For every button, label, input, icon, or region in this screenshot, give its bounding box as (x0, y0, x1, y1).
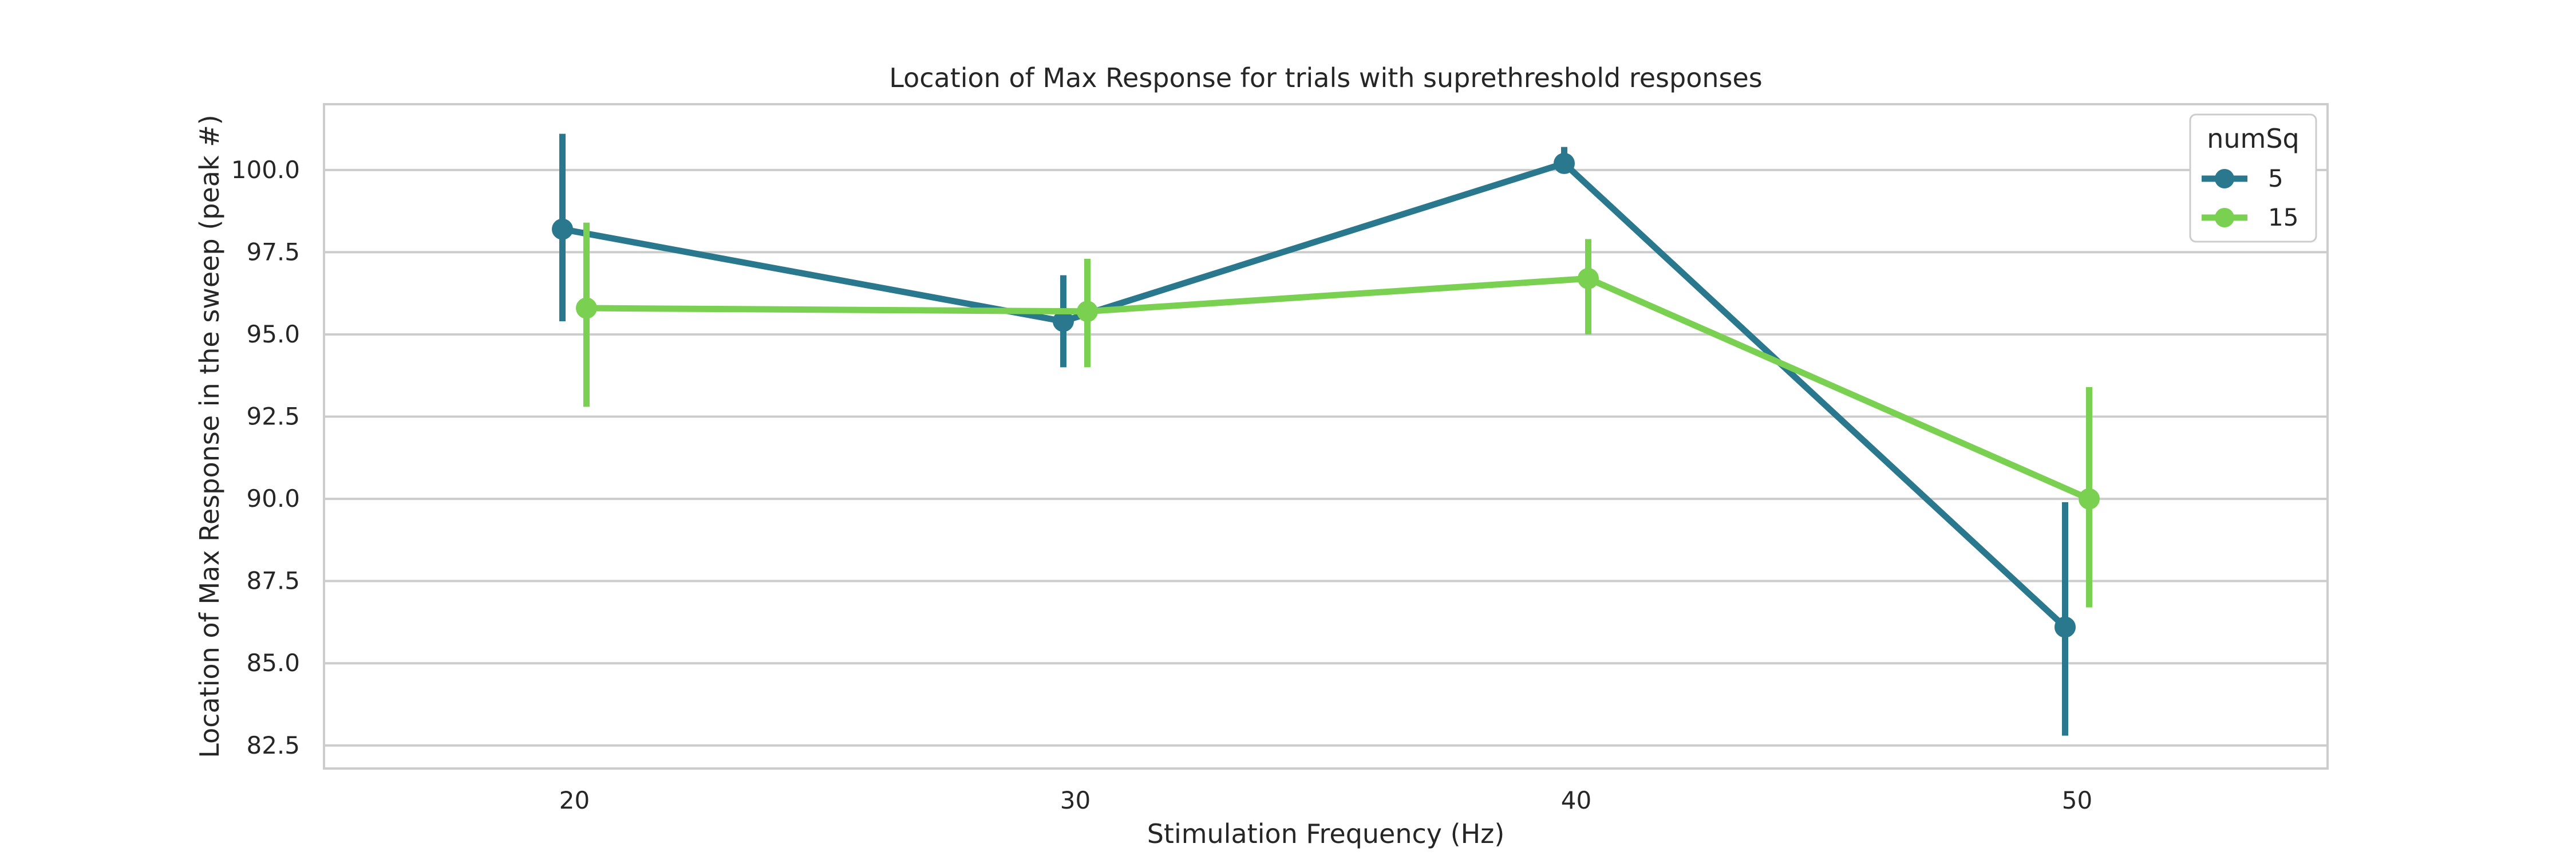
data-point (1578, 267, 1599, 289)
legend-swatch-marker (2215, 208, 2234, 227)
data-point (1077, 301, 1098, 322)
x-axis-label: Stimulation Frequency (Hz) (1147, 818, 1505, 849)
legend-label: 5 (2268, 164, 2283, 192)
y-tick-label: 85.0 (246, 649, 300, 677)
chart-title: Location of Max Response for trials with… (889, 62, 1762, 93)
x-tick-label: 20 (559, 786, 590, 814)
data-point (552, 218, 573, 240)
x-tick-label: 30 (1060, 786, 1091, 814)
x-axis-ticks: 20 30 40 50 (559, 786, 2092, 814)
data-point (2079, 488, 2100, 510)
y-tick-label: 90.0 (246, 484, 300, 513)
data-point (2055, 616, 2076, 638)
series-layer (552, 133, 2100, 736)
y-tick-label: 95.0 (246, 320, 300, 348)
y-tick-label: 92.5 (246, 403, 300, 431)
series-5 (552, 133, 2076, 736)
legend-label: 15 (2268, 203, 2298, 231)
data-point (1053, 310, 1074, 332)
data-point (576, 297, 597, 319)
plot-area (323, 103, 2329, 770)
y-tick-label: 82.5 (246, 731, 300, 759)
x-tick-label: 50 (2062, 786, 2092, 814)
y-tick-label: 97.5 (246, 238, 300, 266)
grid (324, 168, 2328, 747)
legend: numSq 515 (2189, 113, 2317, 243)
series-15 (576, 222, 2100, 608)
y-tick-label: 87.5 (246, 567, 300, 595)
y-tick-label: 100.0 (231, 156, 300, 184)
y-axis-label: Location of Max Response in the sweep (p… (194, 115, 225, 758)
legend-title: numSq (2207, 123, 2300, 154)
y-axis-ticks: 82.5 85.0 87.5 90.0 92.5 95.0 97.5 100.0 (231, 156, 300, 759)
series-line (562, 160, 2068, 630)
data-point (1554, 152, 1575, 174)
legend-items: 515 (2202, 164, 2298, 231)
series-line (586, 275, 2091, 502)
x-tick-label: 40 (1561, 786, 1591, 814)
legend-swatch-marker (2215, 169, 2234, 188)
